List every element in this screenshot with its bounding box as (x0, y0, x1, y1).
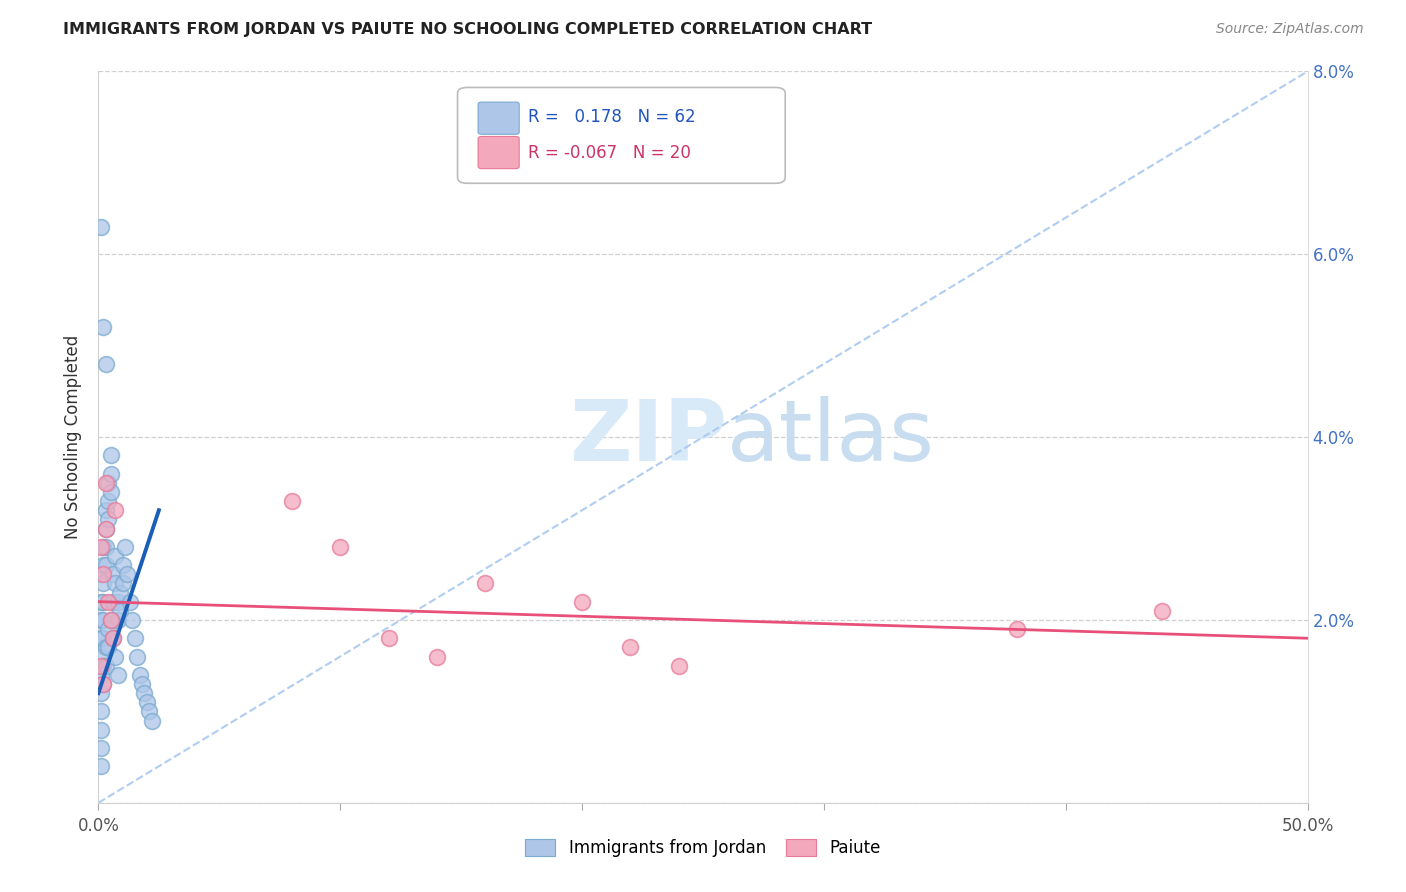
Point (329, 540, 352, 554)
FancyBboxPatch shape (478, 136, 519, 169)
Point (127, 649, 149, 664)
Point (94, 558, 117, 573)
Point (91, 632, 114, 646)
Point (138, 705, 160, 719)
Text: IMMIGRANTS FROM JORDAN VS PAIUTE NO SCHOOLING COMPLETED CORRELATION CHART: IMMIGRANTS FROM JORDAN VS PAIUTE NO SCHO… (63, 22, 872, 37)
Text: atlas: atlas (727, 395, 935, 479)
Point (97, 512, 120, 526)
Point (90, 540, 112, 554)
Point (114, 540, 136, 554)
Point (90, 613, 112, 627)
Point (668, 658, 690, 673)
Point (90, 649, 112, 664)
Point (90, 219, 112, 234)
Point (91, 567, 114, 582)
Point (426, 649, 449, 664)
Text: Source: ZipAtlas.com: Source: ZipAtlas.com (1216, 22, 1364, 37)
Point (107, 613, 129, 627)
Point (108, 604, 131, 618)
Point (104, 549, 127, 563)
Point (91, 677, 114, 691)
Point (90, 723, 112, 737)
Point (141, 714, 163, 728)
Point (100, 485, 122, 500)
Point (100, 449, 122, 463)
Point (100, 467, 122, 481)
Point (91, 658, 114, 673)
Point (94, 658, 117, 673)
Point (128, 667, 150, 681)
Point (94, 521, 117, 535)
Point (117, 567, 139, 582)
Point (1007, 622, 1029, 636)
Point (91, 613, 114, 627)
Point (97, 475, 120, 490)
Point (107, 595, 129, 609)
Point (104, 503, 127, 517)
Y-axis label: No Schooling Completed: No Schooling Completed (65, 335, 83, 539)
Point (90, 740, 112, 755)
FancyBboxPatch shape (478, 102, 519, 135)
Point (619, 640, 641, 655)
Point (121, 613, 143, 627)
Point (90, 567, 112, 582)
Text: ZIP: ZIP (569, 395, 727, 479)
Point (94, 540, 117, 554)
Point (107, 667, 129, 681)
Point (111, 576, 134, 591)
Point (91, 540, 114, 554)
Point (101, 632, 124, 646)
Point (1152, 604, 1174, 618)
Point (91, 677, 114, 691)
Point (100, 613, 122, 627)
Text: R =   0.178   N = 62: R = 0.178 N = 62 (527, 109, 696, 127)
Point (97, 640, 120, 655)
Point (474, 576, 496, 591)
Point (131, 677, 153, 691)
Point (91, 320, 114, 334)
Point (377, 632, 399, 646)
Point (135, 695, 157, 709)
Point (101, 567, 124, 582)
Legend: Immigrants from Jordan, Paiute: Immigrants from Jordan, Paiute (519, 832, 887, 864)
Point (91, 576, 114, 591)
Point (90, 595, 112, 609)
Point (101, 632, 124, 646)
Point (94, 521, 117, 535)
Point (118, 595, 141, 609)
Point (90, 632, 112, 646)
Point (90, 705, 112, 719)
FancyBboxPatch shape (457, 87, 785, 183)
Point (91, 558, 114, 573)
Point (90, 667, 112, 681)
Point (108, 585, 131, 599)
Point (94, 503, 117, 517)
Point (281, 494, 304, 508)
Point (90, 759, 112, 773)
Point (94, 357, 117, 371)
Point (571, 595, 593, 609)
Point (91, 595, 114, 609)
Point (100, 613, 122, 627)
Point (90, 686, 112, 700)
Point (101, 595, 124, 609)
Text: R = -0.067   N = 20: R = -0.067 N = 20 (527, 144, 690, 161)
Point (97, 595, 120, 609)
Point (104, 576, 127, 591)
Point (124, 632, 146, 646)
Point (97, 622, 120, 636)
Point (104, 649, 127, 664)
Point (94, 475, 117, 490)
Point (111, 558, 134, 573)
Point (134, 686, 156, 700)
Point (97, 494, 120, 508)
Point (94, 640, 117, 655)
Point (90, 658, 112, 673)
